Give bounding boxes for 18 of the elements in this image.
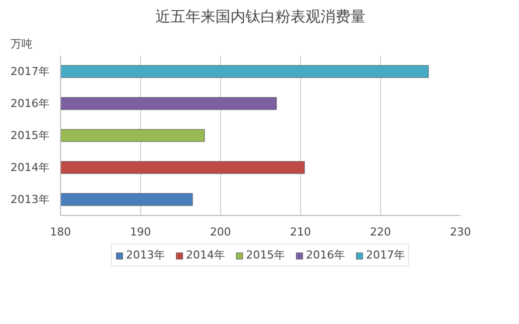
y-tick-label: 2015年 xyxy=(10,129,50,142)
legend-label: 2017年 xyxy=(366,248,405,262)
legend-label: 2016年 xyxy=(306,248,345,262)
y-tick-label: 2017年 xyxy=(10,65,50,78)
y-tick-label: 2013年 xyxy=(10,193,50,206)
y-tick-label: 2014年 xyxy=(10,161,50,174)
x-tick-label: 200 xyxy=(210,226,231,238)
y-axis-title: 万吨 xyxy=(10,38,32,50)
x-tick-label: 210 xyxy=(290,226,311,238)
chart-title: 近五年来国内钛白粉表观消费量 xyxy=(156,8,366,26)
legend-label: 2015年 xyxy=(246,248,285,262)
x-tick-label: 230 xyxy=(450,226,471,238)
x-tick-label: 220 xyxy=(370,226,391,238)
x-tick-label: 180 xyxy=(50,226,71,238)
y-tick-label: 2016年 xyxy=(10,97,50,110)
legend-label: 2013年 xyxy=(126,248,165,262)
legend-label: 2014年 xyxy=(186,248,225,262)
x-tick-label: 190 xyxy=(130,226,151,238)
